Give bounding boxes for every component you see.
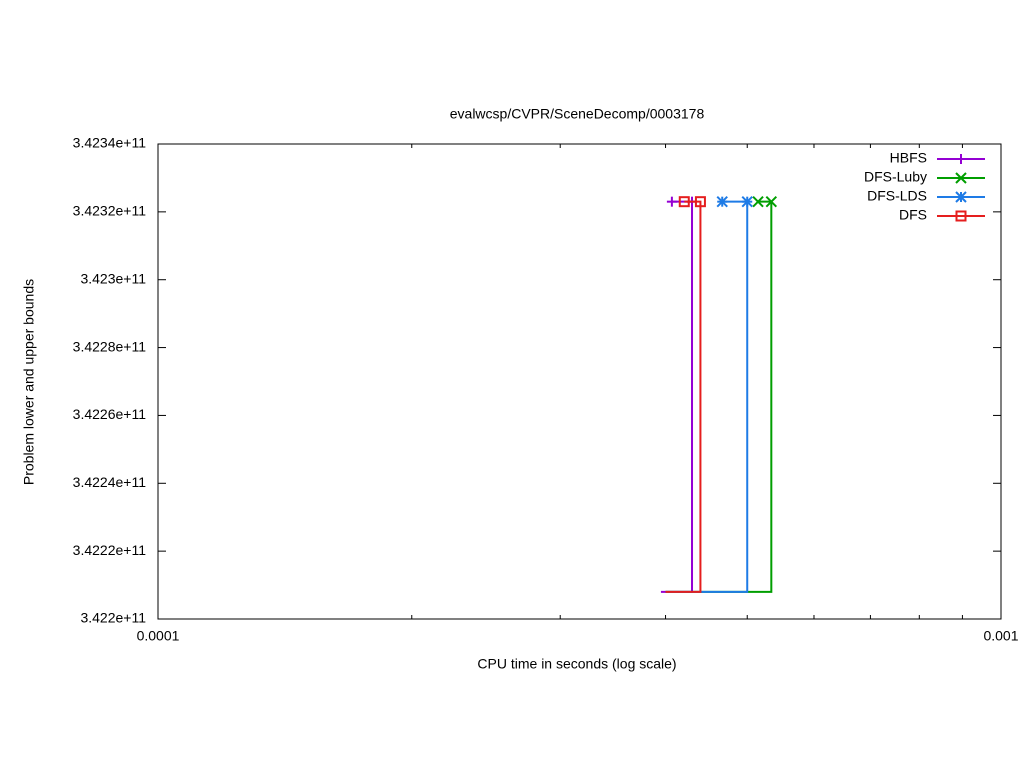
y-tick-label: 3.4224e+11 xyxy=(73,474,147,490)
legend-label: HBFS xyxy=(890,150,927,166)
y-axis-label: Problem lower and upper bounds xyxy=(21,279,37,485)
series-line xyxy=(665,200,749,593)
y-tick-label: 3.4234e+11 xyxy=(73,135,147,151)
series-line xyxy=(660,200,694,593)
y-tick-label: 3.422e+11 xyxy=(80,610,146,626)
marker xyxy=(955,172,967,184)
marker-stroke xyxy=(678,196,690,208)
legend-label: DFS-LDS xyxy=(867,188,927,204)
marker xyxy=(741,195,753,208)
marker xyxy=(955,210,967,222)
x-axis-label: CPU time in seconds (log scale) xyxy=(477,656,676,672)
y-tick-label: 3.4232e+11 xyxy=(73,203,147,219)
plot-frame xyxy=(157,143,1002,620)
marker xyxy=(752,195,764,208)
marker xyxy=(765,195,778,208)
series-line xyxy=(665,200,773,593)
marker xyxy=(666,196,677,207)
y-tick-label: 3.423e+11 xyxy=(80,270,146,286)
series-line xyxy=(665,200,702,593)
marker-stroke xyxy=(955,191,967,203)
marker xyxy=(956,154,966,164)
y-tick-label: 3.4226e+11 xyxy=(73,406,147,422)
marker-stroke xyxy=(752,195,764,208)
x-tick-label: 0.001 xyxy=(983,628,1018,644)
marker xyxy=(694,196,706,208)
marker-stroke xyxy=(716,195,728,208)
marker-stroke xyxy=(765,195,778,208)
chart-title: evalwcsp/CVPR/SceneDecomp/0003178 xyxy=(450,106,705,122)
marker xyxy=(955,191,967,203)
marker-stroke xyxy=(955,210,967,222)
y-tick-label: 3.4228e+11 xyxy=(73,338,147,354)
marker-stroke xyxy=(955,172,967,184)
x-tick-label: 0.0001 xyxy=(137,628,180,644)
marker-stroke xyxy=(694,196,706,208)
marker xyxy=(678,196,690,208)
legend-label: DFS-Luby xyxy=(864,169,927,185)
legend-label: DFS xyxy=(899,207,927,223)
marker xyxy=(716,195,728,208)
marker-stroke xyxy=(741,195,753,208)
y-tick-label: 3.4222e+11 xyxy=(73,542,147,558)
